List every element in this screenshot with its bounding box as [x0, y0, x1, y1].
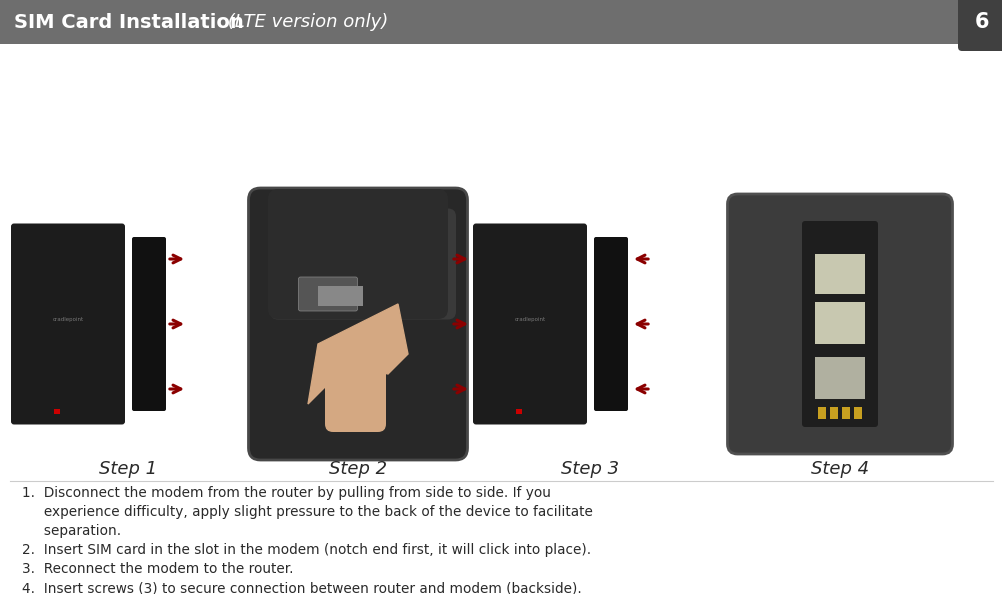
Text: cradlepoint: cradlepoint [52, 317, 83, 321]
Text: 1.  Disconnect the modem from the router by pulling from side to side. If you: 1. Disconnect the modem from the router … [22, 486, 550, 500]
Bar [830, 407, 837, 419]
FancyBboxPatch shape [268, 189, 448, 319]
Text: 2.  Insert SIM card in the slot in the modem (notch end first, it will click int: 2. Insert SIM card in the slot in the mo… [22, 543, 590, 557]
Bar [318, 286, 363, 306]
Bar [815, 357, 864, 399]
Bar [815, 302, 864, 344]
Bar [54, 409, 60, 413]
Bar [0, 0, 957, 44]
FancyBboxPatch shape [11, 223, 125, 425]
FancyBboxPatch shape [299, 277, 357, 311]
Text: (LTE version only): (LTE version only) [221, 13, 388, 31]
Bar [815, 254, 864, 294]
FancyBboxPatch shape [270, 208, 456, 320]
Text: Step 4: Step 4 [811, 460, 868, 478]
Text: SIM Card Installation: SIM Card Installation [14, 12, 243, 31]
FancyBboxPatch shape [802, 221, 877, 427]
Text: 3.  Reconnect the modem to the router.: 3. Reconnect the modem to the router. [22, 562, 294, 576]
Polygon shape [308, 304, 408, 404]
Text: Step 3: Step 3 [560, 460, 618, 478]
Bar [515, 409, 521, 413]
FancyBboxPatch shape [473, 223, 586, 425]
Text: Step 2: Step 2 [329, 460, 387, 478]
FancyBboxPatch shape [593, 237, 627, 411]
FancyBboxPatch shape [957, 0, 1002, 51]
FancyBboxPatch shape [248, 188, 467, 460]
Text: separation.: separation. [22, 524, 121, 538]
Text: cradlepoint: cradlepoint [514, 317, 545, 321]
FancyBboxPatch shape [726, 194, 952, 454]
FancyBboxPatch shape [0, 0, 957, 44]
Text: 4.  Insert screws (3) to secure connection between router and modem (backside).: 4. Insert screws (3) to secure connectio… [22, 581, 581, 594]
Bar [853, 407, 861, 419]
FancyBboxPatch shape [132, 237, 166, 411]
Text: 6: 6 [974, 12, 988, 32]
Text: Step 1: Step 1 [99, 460, 157, 478]
Bar [818, 407, 826, 419]
FancyBboxPatch shape [325, 346, 386, 432]
Bar [841, 407, 849, 419]
Text: experience difficulty, apply slight pressure to the back of the device to facili: experience difficulty, apply slight pres… [22, 505, 592, 519]
